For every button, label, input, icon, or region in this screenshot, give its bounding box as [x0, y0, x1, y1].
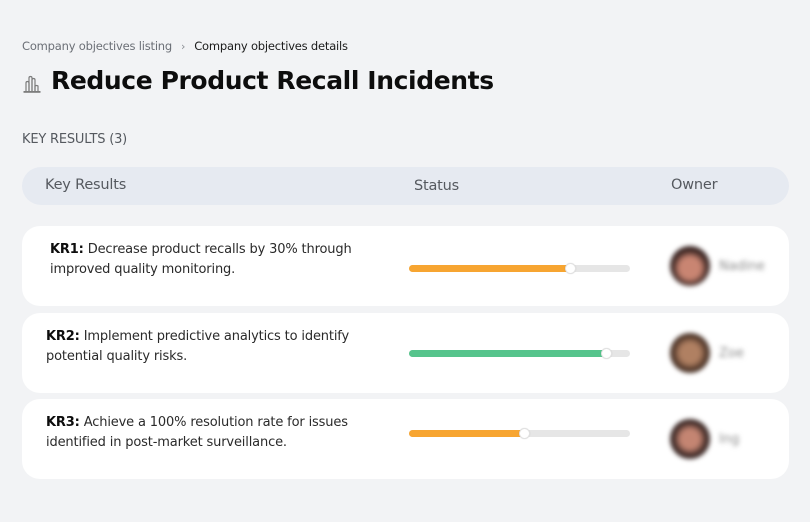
progress-handle[interactable] [518, 428, 530, 439]
page-title: Reduce Product Recall Incidents [51, 66, 494, 95]
key-result-text: Implement predictive analytics to identi… [46, 329, 350, 364]
key-result-description: KR1: Decrease product recalls by 30% thr… [50, 240, 370, 280]
progress-bar[interactable] [409, 428, 630, 439]
progress-handle[interactable] [565, 263, 577, 274]
owner-name: Zoe [719, 345, 744, 361]
key-result-code: KR2: [46, 329, 80, 344]
progress-bar[interactable] [409, 263, 630, 274]
owner[interactable]: Nadine [670, 246, 765, 286]
breadcrumb-objectives-listing[interactable]: Company objectives listing [22, 39, 172, 53]
progress-handle[interactable] [600, 348, 612, 359]
avatar [670, 246, 710, 286]
avatar [670, 419, 710, 459]
breadcrumb-objectives-details: Company objectives details [194, 39, 348, 53]
column-header-owner: Owner [671, 177, 718, 193]
owner[interactable]: Zoe [670, 333, 744, 373]
key-result-code: KR1: [50, 242, 84, 257]
key-result-text: Achieve a 100% resolution rate for issue… [46, 415, 348, 450]
chevron-right-icon: › [181, 39, 186, 53]
progress-fill [409, 350, 606, 357]
key-result-row[interactable]: KR3: Achieve a 100% resolution rate for … [22, 399, 789, 479]
owner[interactable]: Ing [670, 419, 739, 459]
owner-name: Ing [719, 431, 740, 447]
key-result-code: KR3: [46, 415, 80, 430]
avatar [670, 333, 710, 373]
key-result-description: KR3: Achieve a 100% resolution rate for … [46, 413, 366, 453]
key-result-row[interactable]: KR1: Decrease product recalls by 30% thr… [22, 226, 789, 306]
owner-name: Nadine [719, 258, 765, 274]
column-header-status: Status [414, 178, 460, 194]
key-result-row[interactable]: KR2: Implement predictive analytics to i… [22, 313, 789, 393]
progress-bar[interactable] [409, 348, 630, 359]
column-header-key-results: Key Results [45, 177, 127, 193]
progress-fill [409, 430, 524, 437]
key-results-count-label: KEY RESULTS (3) [22, 132, 128, 147]
table-header: Key Results Status Owner [22, 167, 789, 205]
progress-fill [409, 265, 571, 272]
title-row: Reduce Product Recall Incidents [22, 66, 494, 95]
key-result-text: Decrease product recalls by 30% through … [50, 242, 352, 277]
factory-icon [22, 72, 42, 94]
key-result-description: KR2: Implement predictive analytics to i… [46, 327, 366, 367]
breadcrumb: Company objectives listing › Company obj… [22, 39, 348, 53]
